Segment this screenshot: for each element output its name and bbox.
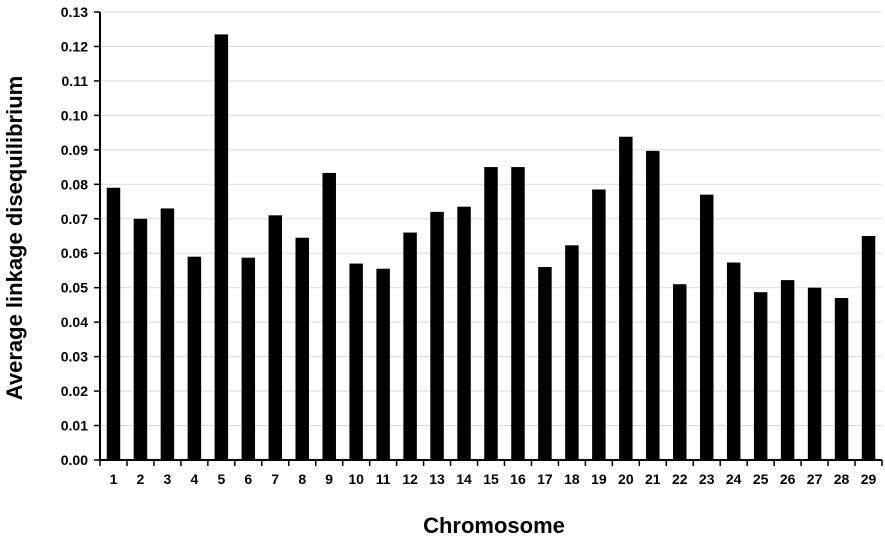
bar-chromosome-28 <box>834 298 849 460</box>
bar-chromosome-12 <box>403 232 417 460</box>
x-tick-label: 13 <box>429 471 445 487</box>
x-tick-label: 2 <box>137 471 145 487</box>
bar-chromosome-3 <box>160 208 175 460</box>
y-tick-label: 0.06 <box>61 245 88 261</box>
x-tick-label: 6 <box>244 471 252 487</box>
x-tick-label: 27 <box>807 471 823 487</box>
bar-chromosome-1 <box>106 187 121 460</box>
y-tick-label: 0.04 <box>61 314 88 330</box>
bar-chromosome-26 <box>780 280 795 460</box>
x-tick-labels: 1 2 3 4 5 6 7 8 9 10 11 12 13 14 15 16 17 18 19 20 21 22 23 24 2… <box>110 471 877 487</box>
bar-chromosome-29 <box>861 236 876 460</box>
bar-chromosome-10 <box>349 263 363 460</box>
bar-chromosome-5 <box>214 34 229 461</box>
x-tick-label: 26 <box>780 471 796 487</box>
x-tick-label: 7 <box>271 471 279 487</box>
y-tick-label: 0.07 <box>61 211 88 227</box>
x-tick-label: 5 <box>217 471 225 487</box>
bar-chromosome-18 <box>565 245 579 460</box>
x-tick-label: 18 <box>564 471 580 487</box>
y-tick-label: 0.03 <box>61 349 88 365</box>
x-tick-label: 12 <box>402 471 418 487</box>
x-tick-label: 25 <box>753 471 769 487</box>
x-tick-label: 8 <box>298 471 306 487</box>
x-tick-label: 14 <box>456 471 472 487</box>
x-tick-label: 3 <box>164 471 172 487</box>
x-tick-label: 17 <box>537 471 553 487</box>
y-tick-label: 0.08 <box>61 176 88 192</box>
x-tick-label: 19 <box>591 471 607 487</box>
y-tick-labels: 0.00 0.01 0.02 0.03 0.04 0.05 0.06 0.07 0.08 0.09… <box>61 4 88 468</box>
x-tick-label: 22 <box>672 471 688 487</box>
bar-chromosome-24 <box>726 262 741 460</box>
y-tick-label: 0.13 <box>61 4 88 20</box>
x-tick-label: 28 <box>834 471 850 487</box>
bar-chromosome-27 <box>807 287 822 460</box>
bar-chromosome-20 <box>619 136 633 460</box>
bar-chromosome-4 <box>187 256 202 460</box>
bar-chromosome-17 <box>538 267 552 460</box>
x-tick-label: 21 <box>645 471 661 487</box>
y-tick-label: 0.00 <box>61 452 88 468</box>
y-tick-label: 0.11 <box>62 73 89 89</box>
x-tick-label: 24 <box>726 471 742 487</box>
y-tick-label: 0.09 <box>61 142 88 158</box>
x-tick-label: 11 <box>376 471 391 487</box>
bar-chromosome-21 <box>646 150 660 460</box>
bar-chromosome-9 <box>322 172 336 461</box>
x-tick-label: 10 <box>348 471 364 487</box>
bar-chromosome-11 <box>376 268 390 460</box>
x-tick-label: 20 <box>618 471 634 487</box>
bar-chromosome-15 <box>484 167 498 461</box>
bar-chromosome-6 <box>241 257 256 460</box>
y-tick-label: 0.02 <box>61 383 88 399</box>
bar-chromosome-16 <box>511 167 525 461</box>
bar-chromosome-13 <box>430 211 444 460</box>
bar-chromosome-2 <box>133 218 148 460</box>
bar-chromosome-7 <box>268 215 283 460</box>
y-tick-label: 0.10 <box>61 107 88 123</box>
y-tick-label: 0.01 <box>61 418 88 434</box>
bar-chromosome-25 <box>753 292 768 460</box>
x-tick-label: 15 <box>483 471 499 487</box>
x-tick-label: 9 <box>325 471 333 487</box>
y-tick-label: 0.12 <box>61 38 88 54</box>
bar-chromosome-14 <box>457 206 471 460</box>
x-tick-label: 1 <box>110 471 118 487</box>
bar-chromosome-23 <box>699 194 714 460</box>
x-tick-label: 4 <box>190 471 198 487</box>
bar-chromosome-19 <box>592 189 606 460</box>
axes <box>94 11 883 466</box>
x-axis-title: Chromosome <box>423 513 565 538</box>
y-tick-label: 0.05 <box>61 280 88 296</box>
x-tick-label: 16 <box>510 471 526 487</box>
bars <box>106 34 876 461</box>
bar-chromosome-8 <box>295 237 309 460</box>
x-tick-label: 23 <box>699 471 715 487</box>
y-axis-title: Average linkage disequilibrium <box>2 76 27 400</box>
x-tick-label: 29 <box>861 471 877 487</box>
bar-chromosome-22 <box>673 284 687 460</box>
